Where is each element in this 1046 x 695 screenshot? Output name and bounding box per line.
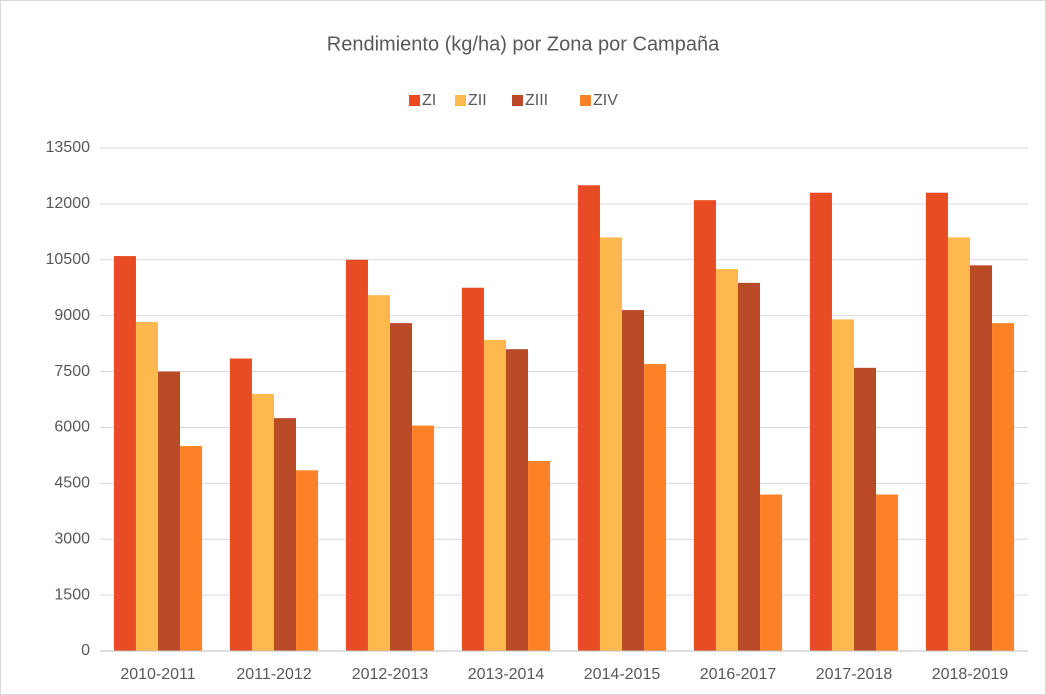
bar	[622, 310, 645, 651]
bar	[135, 322, 158, 651]
bar	[274, 418, 297, 651]
bar	[506, 349, 529, 651]
bar	[599, 237, 622, 651]
y-tick-label: 10500	[46, 251, 91, 268]
chart-title: Rendimiento (kg/ha) por Zona por Campaña	[327, 33, 720, 55]
y-tick-label: 12000	[46, 195, 91, 212]
legend-swatch	[409, 95, 420, 106]
y-tick-label: 4500	[54, 475, 90, 492]
legend-swatch	[580, 95, 591, 106]
y-tick-label: 3000	[54, 530, 90, 547]
bar	[412, 425, 435, 651]
bar	[715, 269, 738, 651]
bar	[947, 237, 970, 651]
x-tick-label: 2011-2012	[236, 666, 311, 683]
legend-label: ZII	[468, 92, 487, 109]
legend-swatch	[455, 95, 466, 106]
x-tick-label: 2017-2018	[816, 666, 893, 683]
y-tick-label: 9000	[54, 307, 90, 324]
legend-label: ZIV	[593, 92, 618, 109]
x-tick-label: 2010-2011	[120, 666, 195, 683]
bar	[876, 494, 899, 651]
bar	[367, 295, 390, 651]
bar	[738, 282, 761, 651]
legend-swatch	[512, 95, 523, 106]
bar	[644, 364, 667, 651]
bar	[925, 192, 948, 651]
bar	[992, 323, 1015, 651]
x-tick-label: 2014-2015	[584, 666, 661, 683]
bar	[296, 470, 319, 651]
bar	[113, 256, 136, 651]
bar	[693, 200, 716, 651]
bar	[528, 460, 551, 651]
bar	[831, 319, 854, 651]
x-tick-label: 2018-2019	[932, 666, 1009, 683]
bar	[251, 393, 274, 651]
x-tick-label: 2012-2013	[352, 666, 429, 683]
x-tick-label: 2013-2014	[468, 666, 545, 683]
bar	[970, 265, 993, 651]
bar	[229, 358, 252, 651]
bar	[345, 259, 368, 651]
legend-label: ZIII	[525, 92, 548, 109]
bar	[180, 446, 203, 651]
y-tick-label: 0	[81, 642, 90, 659]
y-tick-label: 13500	[46, 139, 91, 156]
x-tick-label: 2016-2017	[700, 666, 777, 683]
bar	[483, 339, 506, 651]
y-tick-label: 6000	[54, 419, 90, 436]
bar	[809, 192, 832, 651]
y-tick-label: 1500	[54, 586, 90, 603]
bar	[760, 494, 783, 651]
bar	[854, 367, 877, 651]
bar	[390, 323, 413, 651]
y-tick-label: 7500	[54, 363, 90, 380]
legend-label: ZI	[422, 92, 436, 109]
bar	[461, 287, 484, 651]
bar	[577, 185, 600, 651]
bar	[158, 371, 181, 651]
